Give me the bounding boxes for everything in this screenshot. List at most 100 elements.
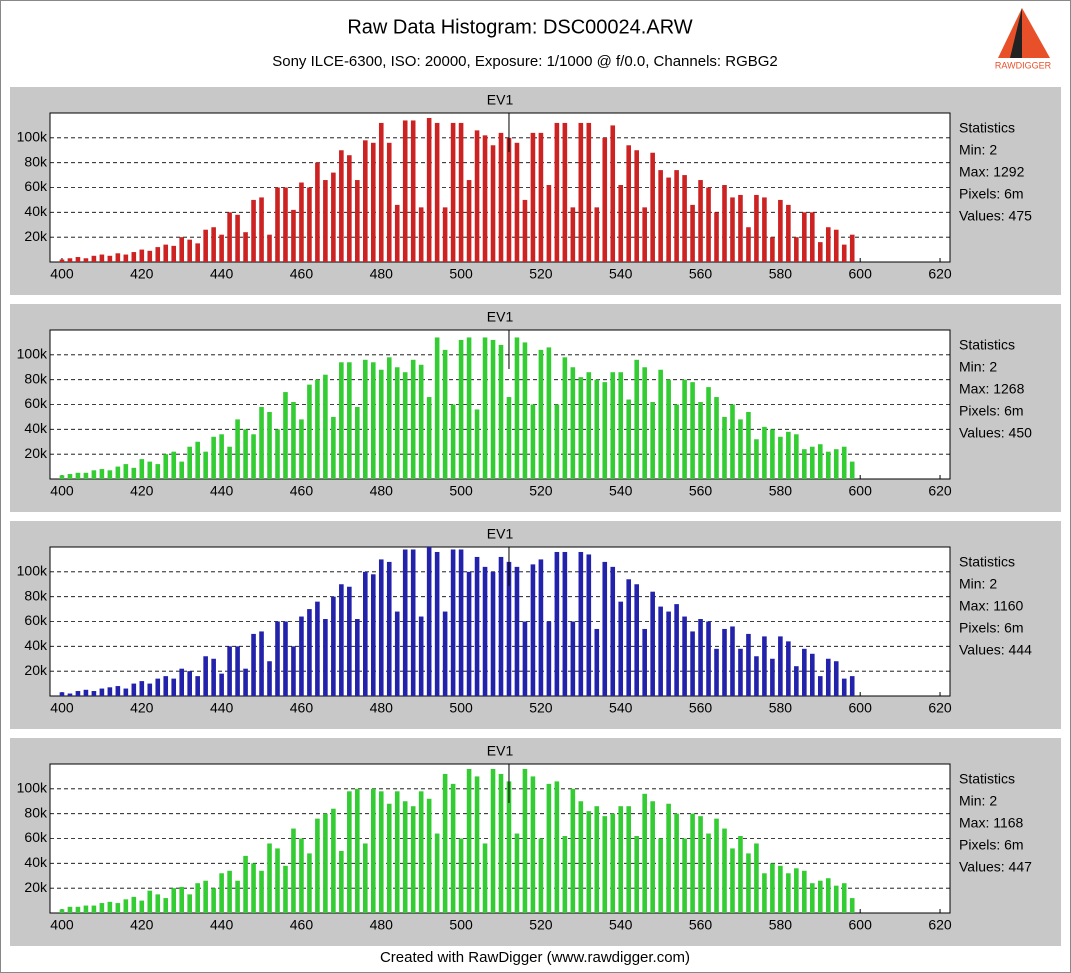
bar [690,813,695,913]
x-tick-label: 460 [290,483,314,499]
bar [107,901,113,913]
stats-text: Max: 1292 [959,164,1025,180]
bar [738,648,743,696]
x-tick-label: 460 [290,700,314,716]
bar [426,397,432,479]
bar [203,229,208,262]
bar [778,865,783,913]
bar [402,372,408,479]
y-tick-label: 40k [24,203,48,219]
bar [522,768,528,913]
bar [466,180,472,262]
y-tick-label: 40k [24,420,48,436]
bar [394,204,400,262]
bar [315,818,320,913]
bar [91,691,97,696]
bar [618,806,624,913]
bar [155,678,161,696]
bar [841,678,847,696]
bar [634,836,639,913]
bar [666,177,671,262]
x-tick-label: 540 [609,700,633,716]
bar [291,646,296,696]
bar [474,556,480,696]
bar [147,890,153,913]
bar [123,899,129,913]
x-tick-label: 600 [849,700,873,716]
bar [99,903,105,913]
bar [562,122,568,262]
bar [275,621,280,696]
bar [163,676,169,696]
bar [418,207,424,262]
bar [123,688,129,696]
bar [802,870,807,913]
bar [171,451,177,479]
stats-text: Values: 450 [959,425,1032,441]
x-tick-label: 520 [529,700,553,716]
bar [722,185,727,262]
x-tick-label: 580 [769,917,793,933]
bar [267,234,272,262]
bar [227,870,232,913]
bar [706,621,711,696]
bar [235,646,240,696]
bar [323,374,328,479]
bar [458,122,464,262]
bar [275,187,280,262]
x-tick-label: 500 [449,266,473,282]
bar [482,135,488,262]
bar [674,813,679,913]
bar [179,668,185,696]
bar [195,676,200,696]
x-tick-label: 460 [290,917,314,933]
bar [538,132,544,262]
x-tick-label: 420 [130,266,154,282]
bar [394,611,400,696]
bar [506,561,512,696]
bar [482,566,488,696]
bar [155,894,161,913]
y-tick-label: 100k [17,346,48,362]
bar [474,409,480,479]
y-tick-label: 100k [17,563,48,579]
bar [642,367,647,479]
x-tick-label: 480 [370,917,394,933]
bar [362,571,368,696]
bar [666,379,671,479]
bar [530,132,536,262]
bar [251,863,256,913]
bar [131,683,137,696]
bar [538,559,544,696]
bar [546,783,552,913]
x-tick-label: 440 [210,700,234,716]
bar [434,551,440,696]
y-tick-label: 80k [24,153,48,169]
x-tick-label: 400 [50,700,74,716]
bar [163,898,169,913]
bar [243,232,248,262]
y-tick-label: 20k [24,445,48,461]
bar [227,646,232,696]
bar [762,636,767,696]
x-tick-label: 620 [928,700,952,716]
bar [674,170,679,262]
bar [714,397,719,479]
bar [594,379,600,479]
histogram-panel: EV1 20k 40k 60k 80k 100k 400 420 440 460 480 500 520… [10,87,1061,295]
bar [219,434,224,479]
bar [506,781,512,913]
y-tick-label: 80k [24,804,48,820]
x-tick-label: 620 [928,483,952,499]
bar [706,187,711,262]
bar [139,459,145,479]
bar [331,172,336,262]
bar [67,906,73,913]
bar [75,906,81,913]
bar [554,781,560,913]
bar [211,227,216,262]
bar [698,402,703,479]
bar [642,628,647,696]
bar [275,848,280,913]
x-tick-label: 560 [689,483,713,499]
